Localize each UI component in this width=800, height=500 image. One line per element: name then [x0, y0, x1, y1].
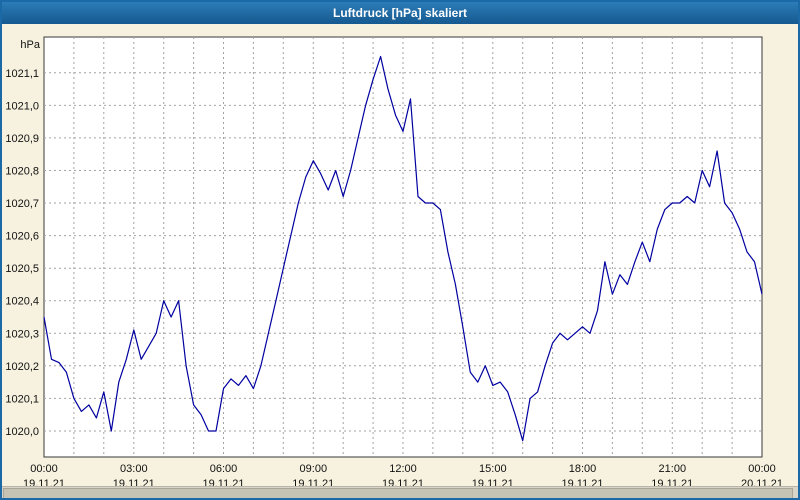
- y-tick-label: 1021,0: [5, 100, 39, 112]
- window-title: Luftdruck [hPa] skaliert: [332, 6, 468, 20]
- x-tick-time-label: 12:00: [389, 463, 417, 475]
- y-tick-label: 1021,1: [5, 68, 39, 80]
- y-tick-label: 1020,1: [5, 393, 39, 405]
- y-tick-label: 1020,7: [5, 198, 39, 210]
- y-tick-label: 1020,9: [5, 133, 39, 145]
- x-tick-time-label: 21:00: [659, 463, 687, 475]
- y-tick-label: 1020,3: [5, 328, 39, 340]
- x-tick-time-label: 18:00: [569, 463, 597, 475]
- y-tick-label: 1020,5: [5, 263, 39, 275]
- x-tick-time-label: 03:00: [120, 463, 148, 475]
- x-tick-time-label: 00:00: [30, 463, 58, 475]
- y-tick-label: 1020,4: [5, 296, 39, 308]
- x-tick-time-label: 06:00: [210, 463, 238, 475]
- y-axis-unit-label: hPa: [20, 39, 40, 51]
- y-tick-label: 1020,2: [5, 361, 39, 373]
- x-tick-time-label: 09:00: [300, 463, 328, 475]
- x-tick-time-label: 15:00: [479, 463, 507, 475]
- pressure-line: [43, 55, 763, 442]
- window-title-bar[interactable]: Luftdruck [hPa] skaliert: [2, 2, 798, 24]
- y-tick-label: 1020,0: [5, 426, 39, 438]
- x-tick-time-label: 00:00: [748, 463, 776, 475]
- y-tick-label: 1020,6: [5, 231, 39, 243]
- scrollbar-thumb[interactable]: [3, 488, 794, 498]
- horizontal-scrollbar[interactable]: [2, 486, 798, 498]
- pressure-chart-canvas: 1020,0 1020,1 1020,2 1020,3 1020,4 1020,5 1020…: [5, 36, 783, 490]
- y-tick-label: 1020,8: [5, 166, 39, 178]
